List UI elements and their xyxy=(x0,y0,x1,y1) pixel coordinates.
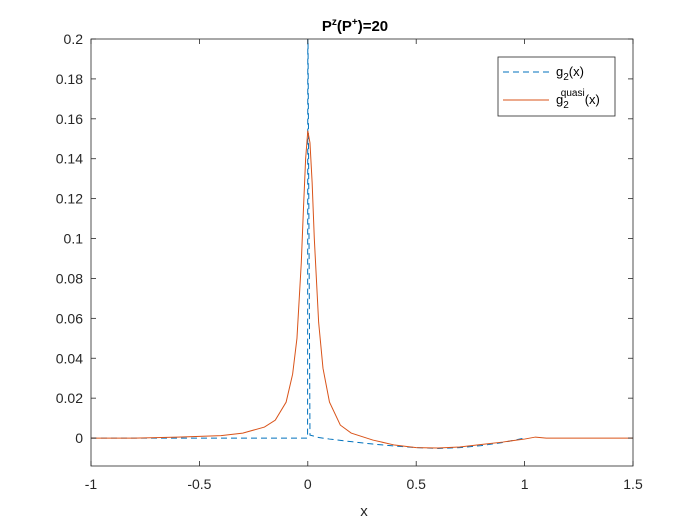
y-tick-label: 0 xyxy=(75,430,83,446)
series-line-g2 xyxy=(91,39,525,449)
series-line-g2-quasi xyxy=(91,130,633,449)
x-tick-label: 1 xyxy=(521,476,529,492)
y-tick-label: 0.12 xyxy=(56,191,83,207)
y-tick-label: 0.06 xyxy=(56,310,83,326)
legend-entry-g2: g2(x) xyxy=(556,64,584,83)
x-tick-label: 0 xyxy=(304,476,312,492)
y-tick-label: 0.08 xyxy=(56,270,83,286)
chart-title: Pz(P+)=20 xyxy=(322,17,388,35)
y-axis: 0 0.02 0.04 0.06 0.08 0.1 0.12 0.14 0.16 0.18 0.2 xyxy=(56,31,633,446)
y-tick-label: 0.2 xyxy=(64,31,84,47)
legend: g2(x) g2quasi(x) xyxy=(497,56,616,117)
y-tick-label: 0.14 xyxy=(56,151,83,167)
axes-box xyxy=(90,38,634,467)
x-tick-label: -0.5 xyxy=(187,476,211,492)
x-tick-label: 0.5 xyxy=(406,476,426,492)
x-tick-label: -1 xyxy=(85,476,98,492)
y-tick-label: 0.1 xyxy=(64,231,84,247)
x-tick-label: 1.5 xyxy=(623,476,643,492)
y-tick-label: 0.02 xyxy=(56,390,83,406)
y-tick-label: 0.04 xyxy=(56,350,83,366)
y-tick-label: 0.16 xyxy=(56,111,83,127)
legend-entry-g2-quasi: g2quasi(x) xyxy=(556,88,600,111)
legend-box xyxy=(497,56,616,117)
x-axis: -1 -0.5 0 0.5 1 1.5 xyxy=(85,39,643,492)
x-axis-label: x xyxy=(360,503,368,520)
series-layer xyxy=(91,39,633,449)
y-tick-label: 0.18 xyxy=(56,71,83,87)
